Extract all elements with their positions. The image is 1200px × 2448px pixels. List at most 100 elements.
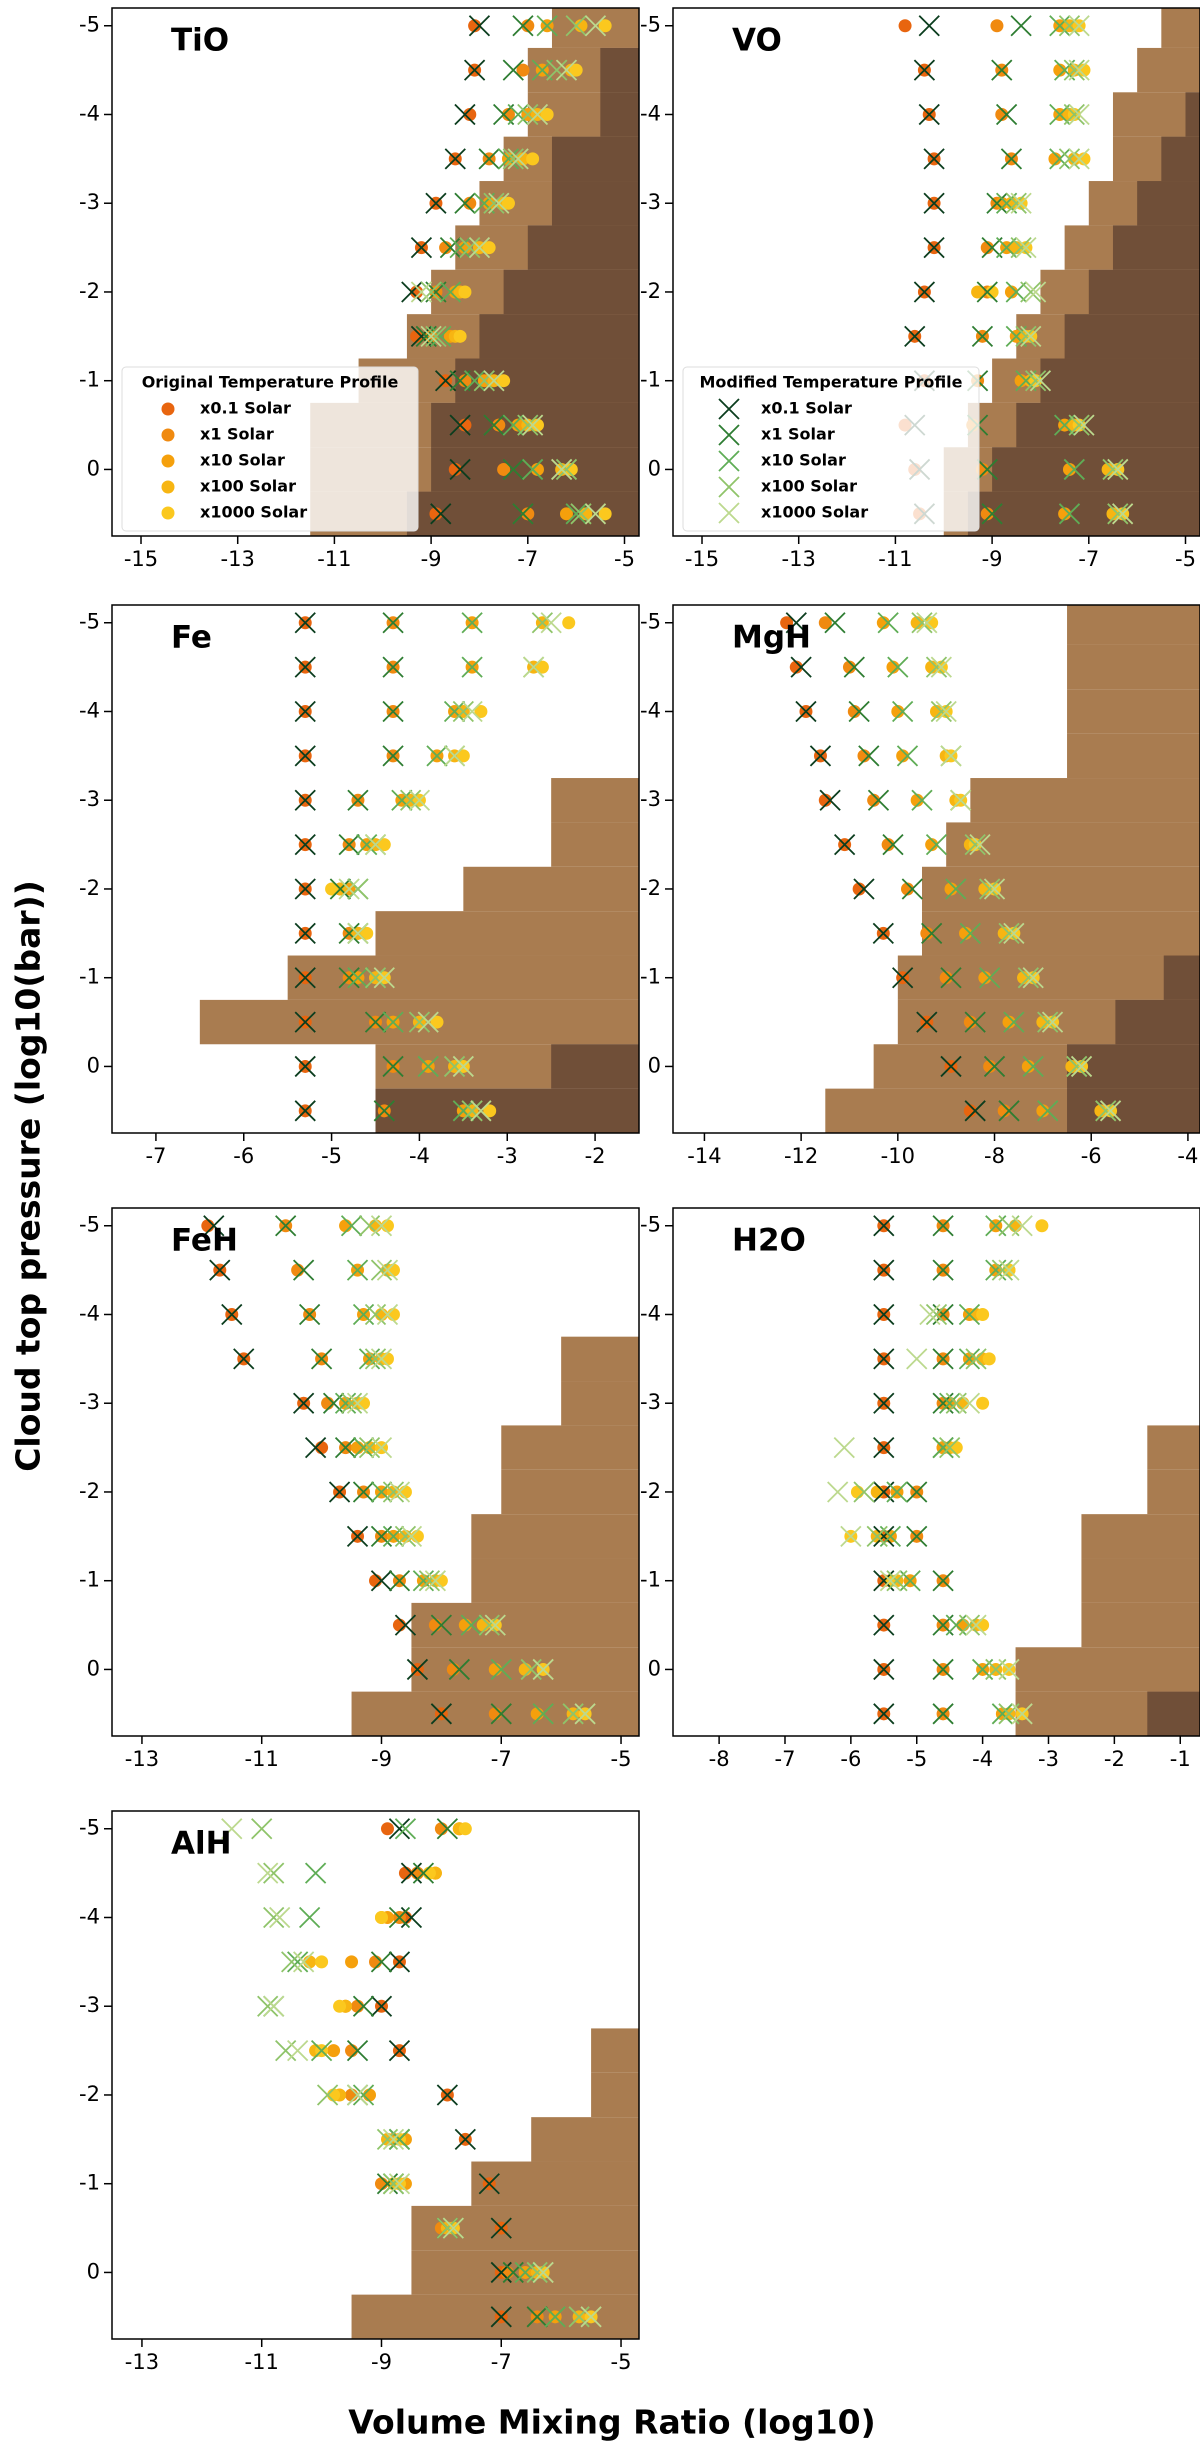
x-tick-label: -11 bbox=[317, 547, 351, 571]
modified-point bbox=[382, 2128, 405, 2150]
modified-point bbox=[364, 833, 387, 856]
modified-point bbox=[882, 833, 904, 856]
modified-point bbox=[1005, 192, 1027, 214]
original-point bbox=[339, 1219, 353, 1233]
modified-point bbox=[514, 2261, 536, 2284]
legend-box bbox=[121, 366, 419, 532]
axes-frame bbox=[111, 1207, 640, 1737]
modified-point bbox=[958, 1392, 981, 1414]
modified-point bbox=[544, 2306, 566, 2328]
modified-point bbox=[873, 1658, 895, 1681]
modified-point bbox=[470, 1100, 492, 1122]
y-tick-label: 0 bbox=[648, 1656, 661, 1680]
modified-point bbox=[584, 503, 607, 525]
modified-point bbox=[526, 2306, 548, 2328]
original-point bbox=[474, 704, 488, 718]
modified-point bbox=[991, 1703, 1014, 1725]
original-point bbox=[1094, 1104, 1108, 1118]
modified-point bbox=[461, 700, 483, 723]
modified-point bbox=[531, 612, 554, 634]
original-point bbox=[956, 1396, 970, 1410]
dark-region bbox=[1185, 92, 1200, 137]
modified-point bbox=[827, 1481, 849, 1503]
light-region bbox=[921, 866, 1200, 912]
original-point bbox=[380, 1219, 394, 1233]
modified-point bbox=[449, 236, 471, 259]
original-point bbox=[345, 2088, 359, 2102]
modified-point bbox=[382, 1481, 405, 1503]
modified-point bbox=[294, 967, 316, 989]
y-tick-label: -1 bbox=[79, 965, 100, 989]
modified-point bbox=[840, 1525, 862, 1547]
modified-point bbox=[795, 700, 817, 723]
y-tick-label: -5 bbox=[640, 610, 661, 634]
light-region bbox=[561, 1381, 639, 1426]
modified-point bbox=[454, 2128, 476, 2150]
legend-marker bbox=[161, 480, 175, 494]
y-tick-label: -4 bbox=[640, 101, 661, 125]
legend-marker bbox=[718, 424, 740, 446]
original-point bbox=[842, 660, 856, 674]
modified-point bbox=[490, 1658, 512, 1681]
modified-point bbox=[478, 1614, 500, 1636]
panel-title: VO bbox=[732, 23, 782, 59]
modified-point bbox=[292, 1951, 315, 1973]
modified-point bbox=[400, 1906, 423, 1929]
light-region bbox=[501, 1425, 639, 1470]
modified-point bbox=[1020, 325, 1042, 347]
modified-point bbox=[358, 1348, 381, 1370]
modified-point bbox=[918, 15, 940, 37]
original-point bbox=[439, 241, 453, 255]
x-tick-label: -15 bbox=[124, 547, 158, 571]
light-region bbox=[411, 1602, 639, 1648]
modified-point bbox=[412, 1862, 435, 1884]
original-point bbox=[925, 616, 939, 630]
original-point bbox=[870, 1485, 884, 1499]
modified-point bbox=[391, 789, 413, 811]
modified-point bbox=[995, 103, 1018, 126]
legend: Modified Temperature Profile x0.1 Solar x1… bbox=[682, 366, 980, 532]
modified-point bbox=[939, 1436, 961, 1459]
x-tick-label: -9 bbox=[371, 1747, 392, 1771]
modified-point bbox=[834, 833, 856, 856]
original-point bbox=[377, 838, 391, 852]
original-point bbox=[500, 2265, 514, 2279]
modified-point bbox=[382, 1055, 404, 1078]
modified-point bbox=[373, 967, 395, 989]
original-point bbox=[315, 1955, 329, 1969]
original-point bbox=[982, 1352, 996, 1366]
original-point bbox=[291, 1263, 305, 1277]
original-point bbox=[327, 2044, 341, 2058]
original-point bbox=[380, 1352, 394, 1366]
modified-point bbox=[452, 1100, 474, 1122]
x-tick-label: -13 bbox=[125, 2350, 159, 2374]
original-point bbox=[398, 1866, 412, 1880]
modified-point bbox=[904, 325, 926, 347]
y-tick-label: -3 bbox=[79, 190, 100, 214]
modified-point bbox=[512, 15, 534, 37]
y-tick-label: -4 bbox=[640, 698, 661, 722]
original-point bbox=[540, 107, 554, 121]
legend-marker bbox=[161, 428, 175, 442]
y-tick-label: -1 bbox=[640, 368, 661, 392]
original-point bbox=[482, 241, 496, 255]
y-tick-label: -5 bbox=[79, 610, 100, 634]
original-point bbox=[898, 19, 912, 33]
original-point bbox=[995, 107, 1009, 121]
original-point bbox=[410, 329, 424, 343]
light-region bbox=[591, 2072, 639, 2118]
original-point bbox=[980, 241, 994, 255]
modified-point bbox=[221, 1303, 243, 1326]
modified-point bbox=[275, 2039, 297, 2062]
modified-point bbox=[443, 1055, 466, 1078]
original-point bbox=[516, 152, 530, 166]
modified-point bbox=[998, 922, 1020, 944]
modified-point bbox=[408, 1011, 431, 1033]
original-point bbox=[422, 1866, 436, 1880]
modified-point bbox=[930, 656, 952, 678]
modified-point bbox=[932, 1658, 954, 1681]
modified-point bbox=[540, 612, 562, 634]
modified-point bbox=[209, 1259, 231, 1281]
modified-point bbox=[913, 281, 936, 303]
original-point bbox=[1077, 152, 1091, 166]
